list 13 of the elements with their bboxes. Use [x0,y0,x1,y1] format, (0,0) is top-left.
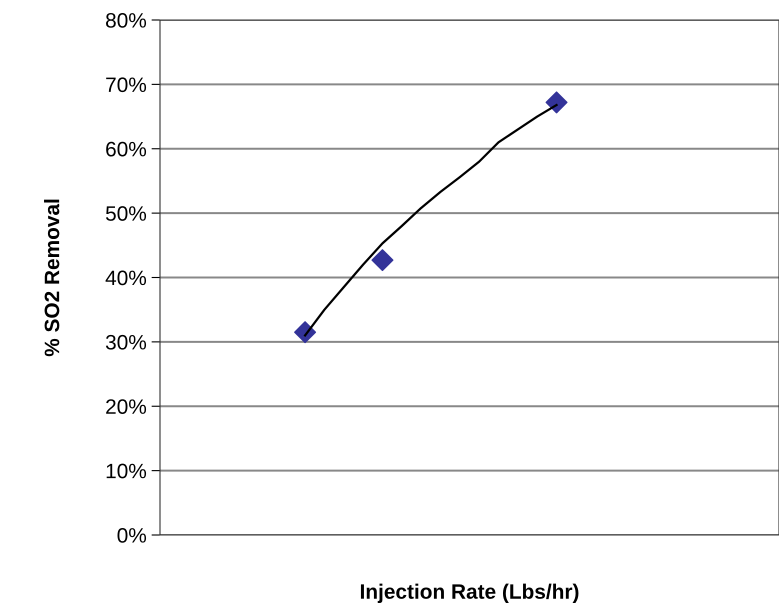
y-tick-label: 50% [106,206,146,221]
y-tick-label: 40% [106,270,146,286]
y-tick-label: 10% [106,464,146,478]
y-axis-title: % SO2 Removal [44,200,60,356]
y-tick-label: 0% [118,528,146,543]
y-tick-label: 20% [106,399,146,414]
point [371,249,394,272]
point [546,91,568,114]
y-tick-label: 60% [106,142,146,157]
y-tick-label: 30% [106,334,146,350]
x-axis-title: Injection Rate (Lbs/hr) [360,584,578,604]
y-tick-label: 80% [106,13,146,28]
y-tick-label: 70% [106,77,146,92]
